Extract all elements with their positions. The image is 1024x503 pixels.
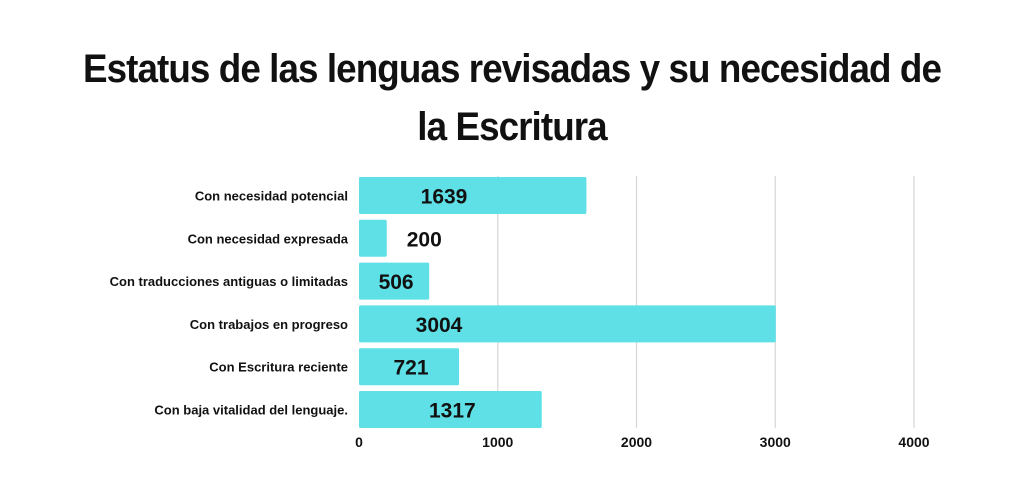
bar <box>359 348 460 386</box>
value-label: 721 <box>393 357 428 380</box>
chart-title-line-1: Estatus de las lenguas revisadas y su ne… <box>82 47 942 91</box>
category-label: Con baja vitalidad del lenguaje. <box>154 403 348 418</box>
x-tick-label: 4000 <box>898 434 929 450</box>
x-tick-label: 2000 <box>621 434 652 450</box>
bars <box>359 177 776 428</box>
value-label: 3004 <box>416 314 463 337</box>
value-label: 1639 <box>421 186 468 209</box>
bar <box>359 262 430 300</box>
bar <box>359 391 542 428</box>
value-label: 1317 <box>429 400 476 423</box>
bar <box>359 305 776 343</box>
category-label: Con trabajos en progreso <box>190 317 348 332</box>
category-label: Con Escritura reciente <box>209 360 348 375</box>
value-label: 506 <box>379 271 414 294</box>
x-tick-label: 1000 <box>482 434 513 450</box>
value-label: 200 <box>407 228 442 251</box>
bar <box>359 219 387 257</box>
category-label: Con traducciones antiguas o limitadas <box>110 274 348 289</box>
chart-title: Estatus de las lenguas revisadas y su ne… <box>41 40 983 156</box>
category-label: Con necesidad expresada <box>188 231 349 246</box>
x-tick-labels: 0 1000 2000 3000 4000 <box>355 434 930 450</box>
chart-title-line-2: la Escritura <box>417 105 607 149</box>
gridlines <box>497 176 915 428</box>
x-tick-label: 0 <box>355 434 363 450</box>
category-labels: Con necesidad potencial Con necesidad exp… <box>110 189 349 418</box>
category-label: Con necesidad potencial <box>195 189 348 204</box>
bar <box>359 177 587 214</box>
x-tick-label: 3000 <box>760 434 791 450</box>
